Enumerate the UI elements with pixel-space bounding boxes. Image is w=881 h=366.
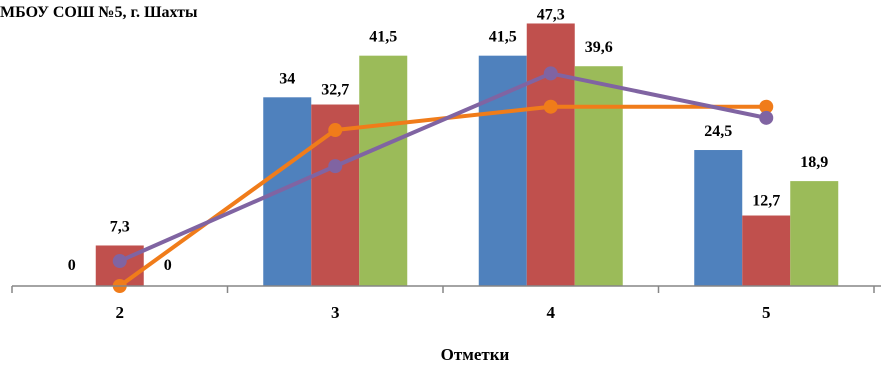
data-labels: 0 34 41,5 24,5 7,3 32,7 47,3 12,7 0 41,5 39,6 18,9 bbox=[68, 6, 829, 274]
x-tick-label-4: 4 bbox=[547, 303, 556, 322]
bar-s2-4 bbox=[526, 23, 575, 287]
data-label-s1-5: 24,5 bbox=[704, 123, 732, 140]
data-label-s1-3: 34 bbox=[279, 70, 295, 87]
data-label-s3-4: 39,6 bbox=[585, 39, 613, 56]
x-tick-label-3: 3 bbox=[331, 303, 340, 322]
bar-s1-5 bbox=[694, 150, 743, 286]
bar-s3-3 bbox=[359, 55, 408, 286]
line-2-point-2 bbox=[112, 254, 127, 269]
bar-s3-4 bbox=[574, 66, 623, 286]
bars bbox=[95, 23, 839, 287]
data-label-s2-2: 7,3 bbox=[110, 218, 130, 235]
data-label-s2-3: 32,7 bbox=[321, 82, 349, 99]
lines bbox=[112, 66, 774, 293]
data-label-s1-2: 0 bbox=[68, 257, 76, 274]
x-tick-label-5: 5 bbox=[762, 303, 771, 322]
data-label-s3-2: 0 bbox=[164, 257, 172, 274]
bar-s1-4 bbox=[478, 55, 527, 286]
data-label-s2-4: 47,3 bbox=[537, 6, 565, 23]
line-series-2 bbox=[118, 71, 767, 263]
data-label-s3-3: 41,5 bbox=[369, 29, 397, 46]
line-2-point-5 bbox=[759, 110, 774, 125]
data-label-s2-5: 12,7 bbox=[752, 193, 780, 210]
x-axis: 2 3 4 5 bbox=[11, 285, 881, 322]
x-axis-title: Отметки bbox=[441, 345, 510, 364]
data-label-s3-5: 18,9 bbox=[800, 154, 828, 171]
bar-s2-5 bbox=[742, 215, 791, 286]
bar-s1-3 bbox=[263, 97, 312, 286]
line-1-point-3 bbox=[328, 123, 343, 138]
line-1-point-4 bbox=[543, 99, 558, 114]
line-1-point-5 bbox=[759, 99, 774, 114]
line-series-1 bbox=[118, 104, 767, 288]
bar-s3-5 bbox=[790, 181, 839, 286]
x-tick-label-2: 2 bbox=[116, 303, 125, 322]
line-2-point-4 bbox=[543, 66, 558, 81]
line-2-point-3 bbox=[328, 159, 343, 174]
chart-title: МБОУ СОШ №5, г. Шахты bbox=[0, 4, 198, 21]
data-label-s1-4: 41,5 bbox=[489, 29, 517, 46]
